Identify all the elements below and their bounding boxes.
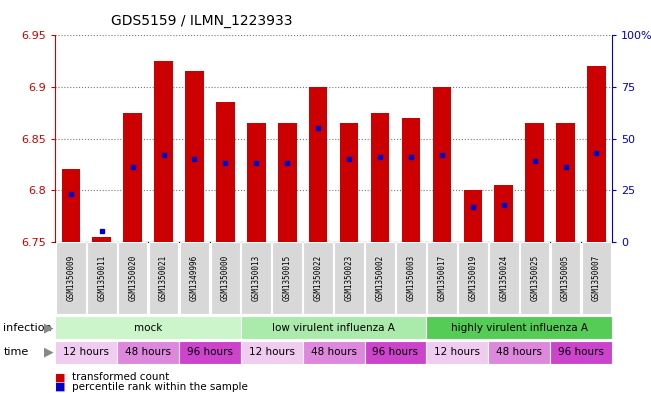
Bar: [247, 123, 266, 242]
Text: GSM1350007: GSM1350007: [592, 255, 601, 301]
Text: GSM1350017: GSM1350017: [437, 255, 447, 301]
Text: 48 hours: 48 hours: [311, 347, 357, 357]
Text: highly virulent influenza A: highly virulent influenza A: [450, 323, 588, 332]
Bar: [432, 87, 451, 242]
Text: GDS5159 / ILMN_1223933: GDS5159 / ILMN_1223933: [111, 14, 292, 28]
Bar: [55, 316, 241, 339]
Text: GSM1350013: GSM1350013: [252, 255, 261, 301]
Bar: [519, 242, 549, 314]
Bar: [581, 242, 611, 314]
Text: ▶: ▶: [44, 346, 53, 359]
Text: 96 hours: 96 hours: [372, 347, 419, 357]
Text: GSM1350009: GSM1350009: [66, 255, 76, 301]
Text: GSM1350005: GSM1350005: [561, 255, 570, 301]
Bar: [154, 61, 173, 242]
Bar: [370, 113, 389, 242]
Bar: [179, 341, 241, 364]
Bar: [148, 242, 178, 314]
Bar: [242, 242, 271, 314]
Text: GSM1350019: GSM1350019: [468, 255, 477, 301]
Text: 12 hours: 12 hours: [434, 347, 480, 357]
Bar: [117, 341, 179, 364]
Text: GSM1350011: GSM1350011: [97, 255, 106, 301]
Bar: [365, 341, 426, 364]
Text: low virulent influenza A: low virulent influenza A: [272, 323, 395, 332]
Bar: [124, 113, 142, 242]
Bar: [303, 341, 365, 364]
Bar: [241, 341, 303, 364]
Bar: [426, 341, 488, 364]
Bar: [118, 242, 148, 314]
Bar: [216, 103, 234, 242]
Text: GSM1350003: GSM1350003: [406, 255, 415, 301]
Bar: [458, 242, 488, 314]
Text: GSM1350015: GSM1350015: [283, 255, 292, 301]
Bar: [587, 66, 605, 242]
Text: GSM1350022: GSM1350022: [314, 255, 323, 301]
Text: GSM1350002: GSM1350002: [376, 255, 385, 301]
Text: GSM1350025: GSM1350025: [530, 255, 539, 301]
Bar: [402, 118, 420, 242]
Bar: [340, 123, 358, 242]
Text: 12 hours: 12 hours: [249, 347, 295, 357]
Bar: [180, 242, 210, 314]
Bar: [61, 169, 80, 242]
Text: GSM1350023: GSM1350023: [344, 255, 353, 301]
Text: 48 hours: 48 hours: [125, 347, 171, 357]
Bar: [426, 316, 612, 339]
Bar: [550, 341, 612, 364]
Text: ▶: ▶: [44, 321, 53, 334]
Text: infection: infection: [3, 323, 52, 332]
Bar: [525, 123, 544, 242]
Bar: [55, 341, 117, 364]
Bar: [556, 123, 575, 242]
Bar: [489, 242, 519, 314]
Text: ■: ■: [55, 372, 66, 382]
Text: GSM1350024: GSM1350024: [499, 255, 508, 301]
Text: GSM1349996: GSM1349996: [190, 255, 199, 301]
Bar: [92, 237, 111, 242]
Bar: [303, 242, 333, 314]
Bar: [494, 185, 513, 242]
Bar: [396, 242, 426, 314]
Text: 12 hours: 12 hours: [63, 347, 109, 357]
Bar: [464, 190, 482, 242]
Bar: [56, 242, 86, 314]
Text: 48 hours: 48 hours: [496, 347, 542, 357]
Bar: [210, 242, 240, 314]
Bar: [334, 242, 364, 314]
Text: transformed count: transformed count: [72, 372, 169, 382]
Bar: [427, 242, 457, 314]
Text: 96 hours: 96 hours: [187, 347, 233, 357]
Text: GSM1350021: GSM1350021: [159, 255, 168, 301]
Bar: [488, 341, 550, 364]
Bar: [278, 123, 296, 242]
Text: mock: mock: [134, 323, 162, 332]
Bar: [551, 242, 581, 314]
Text: time: time: [3, 347, 29, 357]
Bar: [365, 242, 395, 314]
Text: 96 hours: 96 hours: [558, 347, 604, 357]
Bar: [241, 316, 426, 339]
Text: ■: ■: [55, 382, 66, 392]
Text: GSM1350000: GSM1350000: [221, 255, 230, 301]
Bar: [272, 242, 302, 314]
Bar: [309, 87, 327, 242]
Bar: [185, 72, 204, 242]
Text: GSM1350020: GSM1350020: [128, 255, 137, 301]
Bar: [87, 242, 117, 314]
Text: percentile rank within the sample: percentile rank within the sample: [72, 382, 247, 392]
